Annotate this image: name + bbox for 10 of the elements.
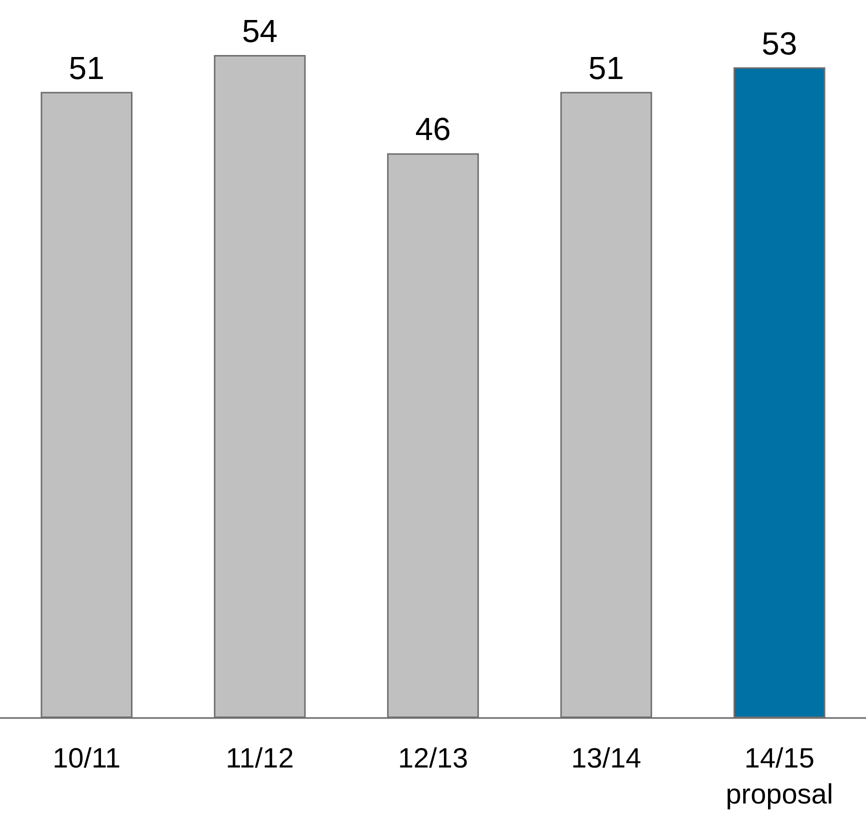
data-label: 51 <box>68 50 104 86</box>
data-label: 54 <box>242 13 278 49</box>
data-label: 46 <box>415 111 451 148</box>
x-tick-label: 10/11 <box>52 742 121 774</box>
x-tick-label: 14/15 proposal <box>726 742 834 810</box>
x-tick-label: 12/13 <box>398 742 468 774</box>
x-tick-label: 13/14 <box>571 742 642 774</box>
data-label: 53 <box>762 25 798 62</box>
x-tick-label: 11/12 <box>226 742 294 774</box>
data-label: 51 <box>588 50 624 86</box>
